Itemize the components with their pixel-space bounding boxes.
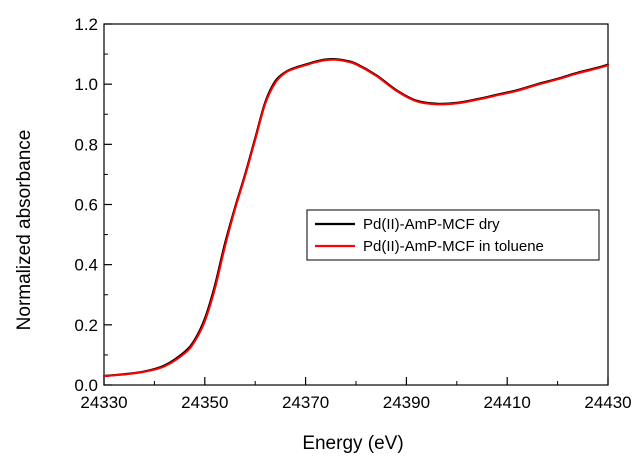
legend-box <box>306 209 600 261</box>
series-layer <box>102 58 610 378</box>
legend-label: Pd(II)-AmP-MCF in toluene <box>363 238 544 255</box>
y-tick-label: 0.2 <box>74 316 98 335</box>
y-axis-title: Normalized absorbance <box>14 130 35 331</box>
x-tick-label: 24330 <box>80 393 127 412</box>
y-tick-label: 0.8 <box>74 135 98 154</box>
y-axis-ticks: 0.0 0.2 0.4 0.6 0.8 1.0 1.2 <box>74 15 112 395</box>
legend-label: Pd(II)-AmP-MCF dry <box>363 216 500 233</box>
series-line-toluene <box>103 58 609 377</box>
y-tick-label: 0.6 <box>74 196 98 215</box>
x-axis-title: Energy (eV) <box>302 433 403 454</box>
y-tick-label: 1.2 <box>74 15 98 34</box>
x-tick-label: 24370 <box>282 393 329 412</box>
x-axis-ticks: 24330 24350 24370 24390 24410 24430 <box>80 377 632 412</box>
x-tick-label: 24390 <box>383 393 430 412</box>
plot-border <box>103 23 609 386</box>
y-tick-label: 0.0 <box>74 376 98 395</box>
legend: Pd(II)-AmP-MCF dry Pd(II)-AmP-MCF in tolu… <box>306 209 600 261</box>
x-tick-label: 24430 <box>584 393 631 412</box>
x-tick-label: 24410 <box>484 393 531 412</box>
y-tick-label: 0.4 <box>74 256 98 275</box>
x-tick-label: 24350 <box>181 393 228 412</box>
y-tick-label: 1.0 <box>74 75 98 94</box>
plot-frame <box>103 23 609 386</box>
